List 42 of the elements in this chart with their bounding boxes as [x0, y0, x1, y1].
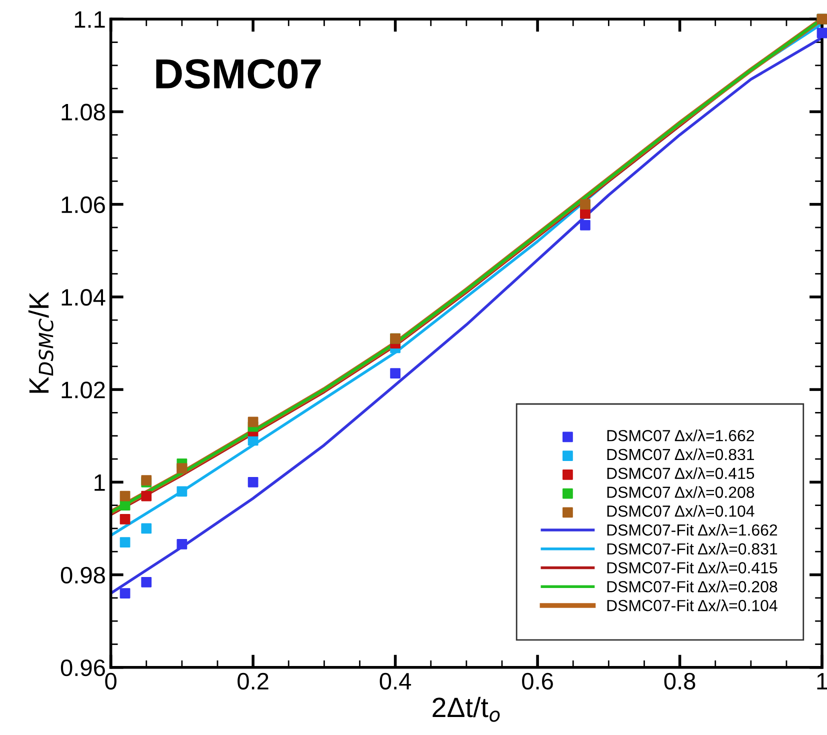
- point: [120, 500, 130, 511]
- legend-label: DSMC07-Fit Δx/λ=0.415: [607, 562, 778, 574]
- legend-label: DSMC07 Δx/λ=1.662: [607, 430, 754, 442]
- y-tick-label: 1: [94, 474, 105, 491]
- point: [816, 28, 827, 38]
- point: [120, 514, 130, 524]
- y-tick-label: 1.08: [62, 104, 105, 121]
- x-axis-title: 2Δt/t$_{o}$: [432, 696, 500, 722]
- point: [120, 588, 130, 598]
- legend-label: DSMC07 Δx/λ=0.831: [607, 448, 754, 460]
- point: [580, 220, 590, 230]
- x-tick-label: 0.8: [664, 672, 696, 690]
- legend-label: DSMC07-Fit Δx/λ=1.662: [607, 524, 778, 536]
- point: [176, 539, 188, 550]
- x-tick-label: 0.4: [380, 672, 412, 690]
- y-tick-label: 1.02: [62, 382, 105, 398]
- point: [141, 490, 152, 502]
- legend-label: DSMC07 Δx/λ=0.415: [607, 467, 754, 480]
- point: [141, 523, 152, 534]
- legend-label: DSMC07-Fit Δx/λ=0.208: [607, 580, 778, 592]
- point: [141, 576, 152, 588]
- y-tick-label: 1.04: [62, 289, 106, 306]
- x-tick-label: 0.2: [238, 672, 268, 690]
- point: [176, 486, 188, 497]
- y-tick-label: 1.1: [74, 11, 105, 28]
- point: [390, 368, 400, 379]
- legend-label: DSMC07-Fit Δx/λ=0.104: [607, 600, 778, 612]
- point: [120, 490, 130, 502]
- x-tick-label: 1: [817, 673, 827, 690]
- x-tick-label: 0.6: [522, 672, 553, 690]
- legend-label: DSMC07 Δx/λ=0.104: [607, 505, 754, 517]
- y-tick-label: 0.96: [60, 659, 105, 676]
- x-tick-label: 0: [105, 672, 116, 690]
- point: [248, 476, 258, 488]
- y-tick-label: 0.98: [60, 566, 105, 584]
- point: [248, 416, 258, 428]
- legend-label: DSMC07-Fit Δx/λ=0.831: [607, 542, 778, 555]
- y-tick-label: 1.06: [62, 196, 105, 214]
- legend-label: DSMC07 Δx/λ=0.208: [607, 486, 754, 498]
- point: [120, 537, 130, 548]
- annotation: DSMC07: [156, 59, 321, 89]
- y-axis-title: K$_{DSMC}$/K: [28, 292, 54, 393]
